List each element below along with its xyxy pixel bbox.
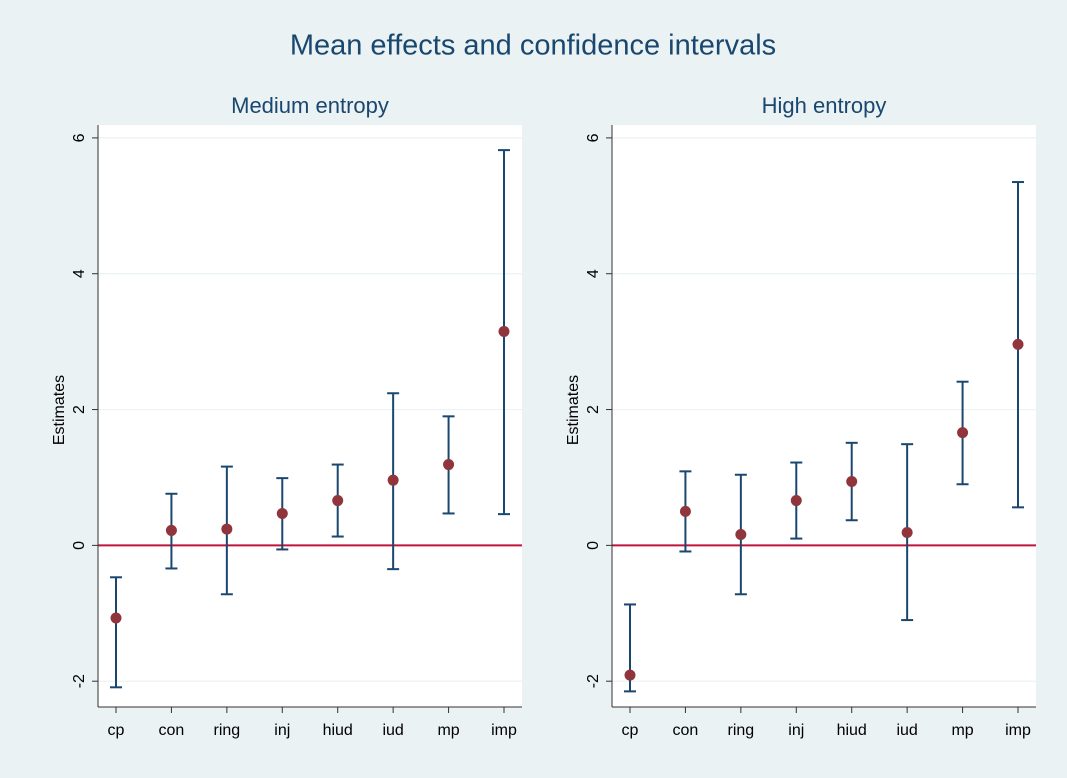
y-axis-label: Estimates — [51, 375, 68, 445]
x-tick-label: inj — [788, 722, 804, 739]
x-tick-label: hiud — [837, 722, 867, 739]
y-tick-label: 2 — [71, 405, 88, 414]
point — [846, 476, 858, 488]
x-tick-label: imp — [491, 722, 517, 739]
point — [957, 427, 969, 439]
x-tick-label: ring — [728, 722, 755, 739]
x-tick-label: mp — [437, 722, 459, 739]
x-tick-label: con — [159, 722, 185, 739]
point — [624, 669, 636, 681]
plot-area — [612, 125, 1036, 707]
x-tick-label: cp — [108, 722, 125, 739]
y-tick-label: 4 — [585, 269, 602, 278]
point — [221, 523, 233, 535]
x-tick-label: iud — [896, 722, 917, 739]
x-tick-label: mp — [951, 722, 973, 739]
point — [679, 505, 691, 517]
x-tick-label: hiud — [323, 722, 353, 739]
y-tick-label: 6 — [585, 133, 602, 142]
point — [790, 495, 802, 507]
point — [443, 459, 455, 471]
y-tick-label: 2 — [585, 405, 602, 414]
y-tick-label: 0 — [71, 541, 88, 550]
x-tick-label: inj — [274, 722, 290, 739]
point — [276, 507, 288, 519]
point — [735, 529, 747, 541]
panel-title: Medium entropy — [231, 93, 389, 118]
x-tick-label: con — [673, 722, 699, 739]
x-tick-label: cp — [622, 722, 639, 739]
y-tick-label: 6 — [71, 133, 88, 142]
point — [498, 325, 510, 337]
y-tick-label: -2 — [71, 674, 88, 688]
point — [332, 495, 344, 507]
point — [110, 612, 122, 624]
x-tick-label: imp — [1005, 722, 1031, 739]
point — [165, 524, 177, 536]
y-tick-label: 0 — [585, 541, 602, 550]
x-tick-label: ring — [214, 722, 241, 739]
point — [901, 526, 913, 538]
x-tick-label: iud — [382, 722, 403, 739]
plot-area — [98, 125, 522, 707]
y-tick-label: 4 — [71, 269, 88, 278]
point — [1012, 338, 1024, 350]
chart-title: Mean effects and confidence intervals — [290, 30, 776, 62]
panel-title: High entropy — [762, 93, 887, 118]
y-tick-label: -2 — [585, 674, 602, 688]
y-axis-label: Estimates — [565, 375, 582, 445]
point — [387, 474, 399, 486]
